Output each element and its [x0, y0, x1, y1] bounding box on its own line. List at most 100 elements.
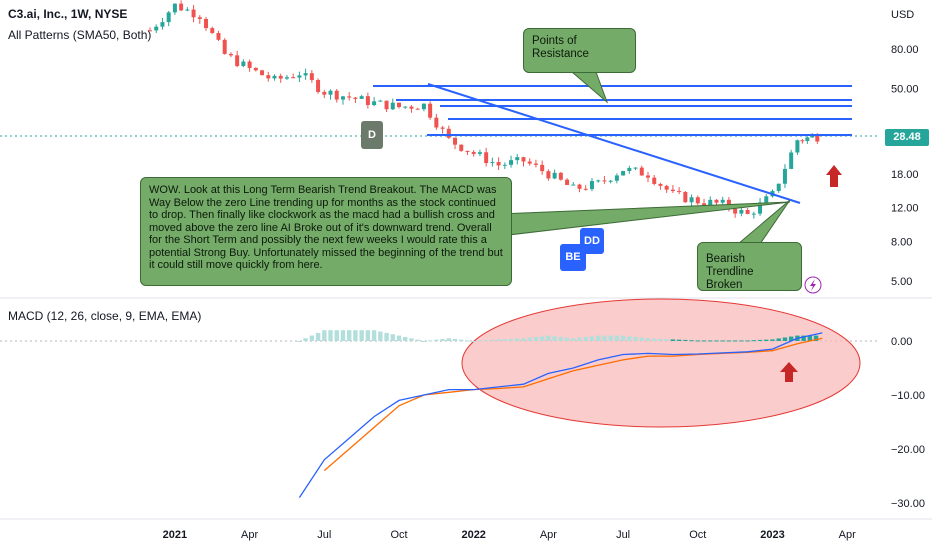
macd-histogram-bar: [739, 340, 744, 342]
macd-histogram-bar: [390, 334, 395, 341]
macd-histogram-bar: [477, 340, 483, 342]
macd-histogram-bar: [353, 330, 358, 341]
macd-highlight-ellipse: [461, 298, 861, 428]
candle-body: [515, 157, 520, 161]
macd-histogram-bar: [403, 336, 408, 341]
price-tick-label: 12.00: [891, 203, 919, 215]
candle-body: [583, 188, 588, 190]
macd-histogram-bar: [434, 339, 439, 341]
macd-histogram-bar: [658, 338, 663, 341]
candle-body: [309, 73, 314, 80]
symbol-title[interactable]: C3.ai, Inc., 1W, NYSE: [8, 7, 128, 21]
macd-histogram-bar: [801, 335, 806, 341]
candle-body: [805, 137, 810, 141]
macd-histogram-bar: [552, 336, 557, 341]
pattern-badge-d[interactable]: D: [361, 121, 383, 149]
time-tick-label: Jul: [317, 529, 331, 541]
candle-body: [179, 3, 184, 11]
macd-tick-label: −30.00: [891, 498, 925, 510]
candle-body: [646, 175, 650, 178]
candle-body: [428, 103, 433, 118]
price-tick-label: 8.00: [891, 237, 912, 249]
macd-histogram-bar: [714, 340, 719, 342]
indicator-label[interactable]: All Patterns (SMA50, Both): [8, 28, 152, 42]
time-axis[interactable]: 2021 Apr Jul Oct 2022 Apr Jul Oct 2023 Apr: [163, 529, 856, 541]
candle-body: [210, 28, 215, 34]
candle-body: [639, 167, 644, 176]
macd-histogram-bar: [322, 330, 327, 341]
candle-body: [782, 168, 787, 184]
macd-histogram-bar: [315, 332, 321, 341]
candle-body: [284, 77, 289, 79]
candle-body: [677, 191, 682, 193]
macd-histogram-bar: [496, 339, 501, 341]
macd-histogram-bar: [670, 339, 676, 341]
main-callout-pointer: [499, 201, 791, 237]
resistance-callout[interactable]: Points of Resistance: [523, 28, 636, 73]
macd-tick-label: −20.00: [891, 444, 925, 456]
up-arrow-icon: [826, 165, 842, 187]
macd-histogram-bar: [620, 335, 626, 341]
time-tick-label: Apr: [839, 529, 856, 541]
candle-body: [297, 75, 302, 78]
candle-body: [154, 26, 159, 31]
candle-body: [589, 181, 594, 190]
candle-body: [390, 102, 395, 110]
bearish-trendline[interactable]: [427, 83, 801, 204]
time-tick-label: 2021: [163, 529, 187, 541]
candle-body: [397, 102, 401, 108]
macd-histogram-bar: [303, 338, 308, 341]
candle-body: [621, 171, 626, 176]
macd-axis[interactable]: 0.00 −10.00 −20.00 −30.00: [891, 336, 925, 510]
candle-body: [160, 22, 165, 27]
macd-histogram-bar: [676, 339, 682, 341]
macd-histogram-bar: [776, 338, 781, 341]
candle-body: [260, 70, 265, 76]
candle-body: [714, 199, 719, 203]
macd-histogram-bar: [347, 330, 352, 341]
macd-histogram-bar: [421, 341, 427, 342]
macd-label[interactable]: MACD (12, 26, close, 9, EMA, EMA): [8, 309, 202, 323]
macd-histogram-bar: [558, 336, 564, 341]
pattern-badge-be[interactable]: BE: [560, 244, 586, 271]
candle-body: [434, 117, 439, 128]
candle-body: [266, 75, 271, 79]
candle-body: [446, 128, 451, 138]
candle-body: [185, 9, 190, 11]
macd-histogram-bar: [365, 330, 371, 341]
candle-body: [533, 163, 538, 165]
price-axis[interactable]: 5.00 8.00 12.00 18.00 50.00 80.00: [891, 44, 919, 288]
macd-histogram-bar: [334, 330, 339, 341]
candle-body: [172, 3, 177, 13]
macd-histogram-bar: [807, 335, 813, 341]
price-tick-label: 50.00: [891, 83, 919, 95]
candle-body: [191, 9, 196, 18]
candle-body: [496, 162, 501, 166]
candle-body: [291, 77, 296, 79]
time-tick-label: 2023: [760, 529, 784, 541]
candle-body: [702, 203, 707, 206]
candle-body: [415, 108, 420, 110]
analysis-callout[interactable]: WOW. Look at this Long Term Bearish Tren…: [140, 177, 512, 286]
currency-label: USD: [891, 9, 914, 21]
trendline-callout[interactable]: Bearish Trendline Broken: [697, 242, 802, 291]
macd-histogram-bar: [539, 336, 545, 341]
macd-histogram-bar: [471, 341, 476, 342]
candle-body: [652, 177, 657, 184]
candle-body: [571, 184, 576, 186]
candle-body: [340, 96, 345, 100]
candle-body: [440, 127, 445, 129]
candle-body: [228, 53, 233, 56]
candle-body: [204, 18, 209, 29]
last-price-tag[interactable]: 28.48: [885, 129, 929, 146]
candle-body: [815, 135, 820, 142]
time-tick-label: 2022: [461, 529, 485, 541]
candle-body: [720, 199, 725, 203]
candle-body: [577, 184, 582, 189]
macd-histogram-bar: [440, 338, 445, 341]
candle-body: [502, 164, 507, 166]
candle-body: [764, 196, 769, 203]
macd-tick-label: 0.00: [891, 336, 912, 348]
macd-histogram-bar: [614, 335, 620, 341]
